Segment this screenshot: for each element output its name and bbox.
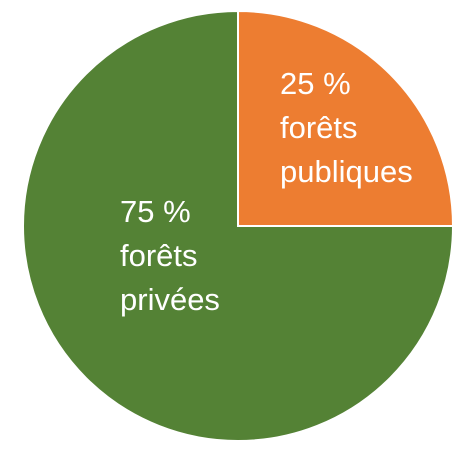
value-label: 25 % xyxy=(280,66,351,101)
category-label: forêts privées xyxy=(120,238,220,317)
slice-label: 25 % forêts publiques xyxy=(280,62,452,194)
pie-slice xyxy=(22,9,454,442)
pie-slice xyxy=(237,9,454,227)
slice-label: 75 % forêts privées xyxy=(120,190,270,322)
value-label: 75 % xyxy=(120,194,191,229)
category-label: forêts publiques xyxy=(280,110,413,189)
